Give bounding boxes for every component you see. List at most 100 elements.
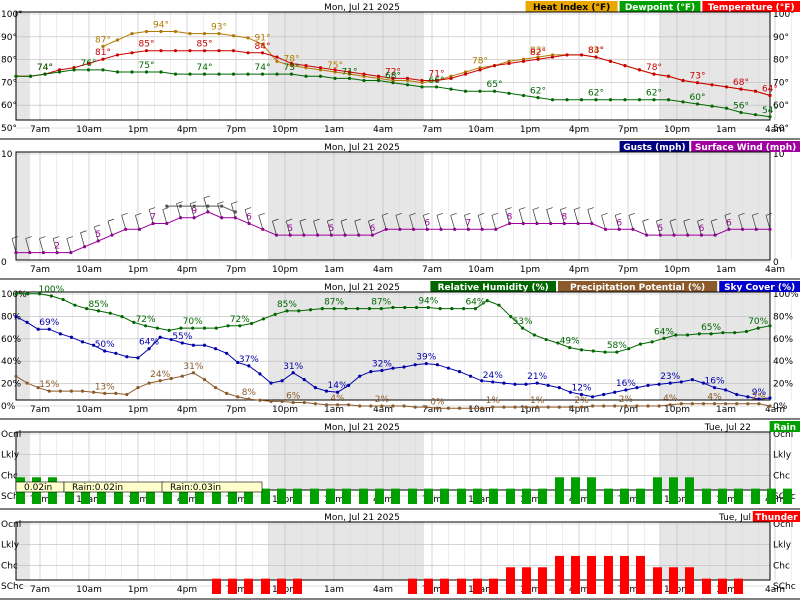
x-tick-label: 4am	[373, 585, 393, 595]
data-label: 8%	[242, 388, 257, 398]
wind-barb-flag	[724, 213, 731, 216]
bar	[489, 488, 498, 504]
x-tick-label: 10pm	[272, 125, 298, 135]
wind-barb-flag	[669, 218, 677, 222]
y-tick-label-right: 100°	[773, 10, 795, 20]
data-point	[727, 227, 731, 231]
wind-barb-flag	[382, 213, 389, 216]
bar	[653, 567, 662, 594]
data-point	[615, 350, 619, 354]
data-point	[735, 392, 739, 397]
wind-barb-flag	[217, 201, 224, 205]
data-point	[438, 307, 442, 311]
data-point	[114, 391, 118, 395]
x-tick-label: 10am	[468, 405, 494, 415]
wind-barb-flag	[573, 207, 581, 210]
wind-barb-flag	[615, 213, 622, 216]
data-point	[568, 405, 573, 409]
x-tick-label: 7pm	[226, 125, 246, 135]
data-point	[72, 68, 76, 72]
bar	[604, 555, 613, 594]
data-label: 4%	[663, 394, 678, 404]
data-point	[231, 49, 236, 53]
data-point	[768, 396, 772, 400]
y-tick-label-left: 60°	[1, 101, 17, 111]
wind-barb	[532, 209, 538, 224]
y-tick-label-right: 50°	[773, 124, 789, 134]
wind-barb-flag	[587, 207, 594, 210]
data-point	[169, 376, 173, 381]
data-point	[275, 55, 279, 59]
panel-date-label-right: Tue, Jul	[718, 513, 751, 523]
bar	[408, 488, 417, 504]
x-tick-label: 1pm	[128, 265, 148, 275]
bar	[669, 477, 678, 504]
data-point	[132, 320, 136, 324]
data-point	[202, 378, 207, 382]
wind-barb-flag	[190, 201, 197, 205]
x-tick-label: 4am	[765, 405, 785, 415]
wind-barb-flag	[53, 236, 60, 239]
data-label: 64%	[139, 338, 159, 348]
data-point	[155, 326, 159, 330]
wind-barb	[299, 221, 305, 236]
panel-2: 10 10 0 0 Mon, Jul 21 2025 Surface Wind (mph)…	[0, 140, 800, 280]
data-point	[28, 74, 33, 78]
wind-barb	[751, 215, 757, 230]
wind-barb	[107, 221, 113, 236]
bar	[81, 488, 90, 504]
data-point	[220, 204, 224, 208]
data-label: 85°	[139, 40, 155, 50]
wind-barb-flag	[711, 218, 718, 222]
wind-barb-flag	[299, 218, 307, 222]
data-point	[136, 386, 140, 390]
data-point	[188, 31, 192, 36]
data-point	[147, 381, 151, 385]
bar	[718, 578, 727, 594]
night-band	[16, 12, 30, 120]
data-point	[289, 61, 294, 66]
data-point	[36, 327, 40, 331]
data-label: 62°	[588, 89, 604, 99]
data-point	[590, 404, 595, 408]
wind-barb-flag	[697, 218, 704, 222]
wind-barb	[655, 221, 661, 236]
data-point	[103, 391, 107, 395]
bar	[751, 488, 760, 504]
x-tick-label: 10am	[76, 125, 102, 135]
data-point	[535, 381, 539, 385]
data-point	[699, 233, 704, 237]
data-point	[191, 371, 196, 375]
data-label: 68°	[385, 72, 401, 82]
data-label: 69%	[39, 318, 59, 328]
data-point	[69, 335, 74, 339]
data-point	[603, 350, 607, 354]
wind-barb	[272, 221, 277, 236]
y-tick-label-left: Lkly	[1, 541, 20, 551]
wind-barb	[560, 209, 565, 224]
bar	[587, 477, 596, 504]
wind-barb	[135, 215, 140, 230]
wind-barb	[189, 203, 195, 218]
data-label: 6	[370, 224, 376, 234]
x-tick-label: 7am	[30, 405, 50, 415]
x-tick-label: 4pm	[177, 405, 197, 415]
data-label: 64%	[654, 327, 674, 337]
data-point	[47, 389, 51, 393]
data-point	[179, 326, 183, 330]
data-point	[701, 381, 706, 385]
data-label: 5	[328, 224, 334, 234]
bar	[506, 488, 515, 504]
data-point	[740, 227, 745, 231]
wind-barb	[395, 215, 401, 230]
data-point	[668, 381, 672, 385]
data-point	[424, 405, 428, 409]
data-point	[480, 406, 484, 410]
y-tick-label-right: Lkly	[773, 451, 792, 461]
data-point	[402, 404, 406, 408]
x-tick-label: 1am	[324, 265, 344, 275]
wind-barb	[176, 203, 181, 218]
wind-barb-flag	[148, 207, 156, 210]
bar	[571, 555, 580, 594]
